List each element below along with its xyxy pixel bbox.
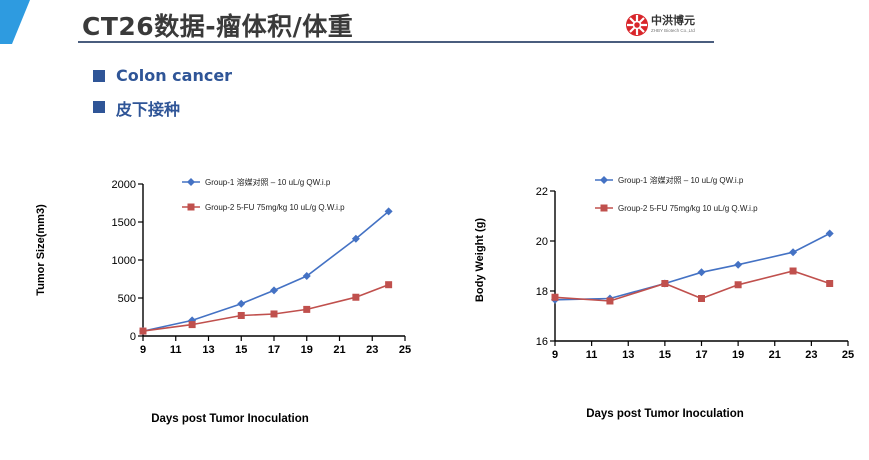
legend-label: Group-2 5-FU 75mg/kg 10 uL/g Q.W.i.p: [205, 203, 345, 212]
y-axis-label: Tumor Size(mm3): [35, 204, 47, 296]
data-point-square: [789, 267, 797, 275]
y-tick-label: 22: [536, 186, 548, 198]
data-point-diamond: [789, 248, 798, 257]
x-tick-label: 25: [842, 349, 854, 361]
y-tick-label: 0: [130, 331, 136, 343]
data-point-diamond: [302, 271, 311, 280]
series-line: [142, 283, 389, 332]
title-accent-bar: [0, 0, 30, 44]
data-point-square: [826, 280, 834, 287]
x-tick-label: 11: [586, 349, 598, 361]
bullet-item-colon-cancer: Colon cancer: [116, 66, 233, 85]
data-point-square: [237, 311, 245, 319]
data-point-diamond: [384, 207, 393, 216]
legend-label: Group-1 溶媒对照 – 10 uL/g QW.i.p: [205, 177, 331, 187]
tumor-size-chart: 0 500 1000 1500 2000 9 11 13 15 17 19 21 23 25 Days po…: [35, 177, 411, 425]
series-line: [554, 232, 831, 301]
x-tick-label: 13: [622, 349, 634, 361]
x-tick-label: 15: [235, 344, 247, 356]
x-tick-label: 21: [769, 349, 781, 361]
legend-label: Group-2 5-FU 75mg/kg 10 uL/g Q.W.i.p: [618, 204, 758, 213]
x-tick-label: 19: [732, 349, 744, 361]
data-point-square: [352, 293, 360, 301]
x-tick-label: 21: [333, 344, 345, 356]
y-tick-label: 500: [118, 293, 136, 305]
series-line: [142, 210, 390, 332]
x-tick-label: 23: [366, 344, 378, 356]
y-tick-label: 20: [536, 236, 548, 248]
data-point-diamond: [351, 234, 360, 243]
x-tick-label: 11: [170, 344, 182, 356]
legend-marker-diamond: [187, 178, 195, 186]
logo-subtitle: ZHBY Biotech Co.,Ltd: [651, 28, 695, 33]
data-point-square: [551, 293, 559, 301]
data-point-square: [139, 327, 147, 335]
logo-name: 中洪博元: [651, 14, 695, 27]
data-point-square: [734, 281, 742, 289]
x-axis-label: Days post Tumor Inoculation: [586, 408, 744, 420]
x-tick-label: 13: [202, 344, 214, 356]
legend-marker-square: [187, 203, 195, 211]
data-point-square: [270, 310, 278, 318]
y-tick-label: 18: [536, 286, 548, 298]
x-tick-label: 9: [552, 349, 558, 361]
x-tick-label: 15: [659, 349, 671, 361]
y-tick-label: 16: [536, 336, 548, 348]
data-point-diamond: [270, 286, 278, 295]
y-tick-label: 1000: [112, 255, 136, 267]
data-point-square: [661, 280, 669, 287]
legend-marker-square: [600, 204, 608, 212]
y-axis-label: Body Weight (g): [474, 218, 486, 302]
legend-label: Group-1 溶媒对照 – 10 uL/g QW.i.p: [618, 175, 744, 185]
page-title: CT26数据-瘤体积/体重: [82, 12, 354, 41]
x-tick-label: 17: [695, 349, 707, 361]
data-point-square: [188, 321, 196, 329]
data-point-square: [385, 281, 393, 289]
x-tick-label: 25: [399, 344, 411, 356]
data-point-square: [698, 295, 705, 302]
x-tick-label: 9: [140, 344, 146, 356]
title-underline: [78, 41, 714, 43]
data-point-diamond: [697, 268, 706, 277]
data-point-diamond: [237, 299, 246, 308]
data-point-square: [606, 297, 614, 305]
data-point-diamond: [734, 260, 743, 269]
data-point-square: [303, 305, 311, 313]
x-tick-label: 19: [301, 344, 313, 356]
x-tick-label: 17: [268, 344, 280, 356]
data-point-diamond: [825, 229, 834, 238]
legend-marker-diamond: [600, 176, 608, 184]
x-axis-label: Days post Tumor Inoculation: [151, 413, 309, 425]
bullet-marker: [93, 101, 105, 113]
body-weight-chart: 16 18 20 22 9 11 13 15 17 19 21 23 25 Days post Tumor…: [474, 175, 854, 420]
logo-mark-icon: [626, 14, 648, 36]
y-tick-label: 2000: [112, 179, 136, 191]
y-tick-label: 1500: [112, 217, 136, 229]
x-tick-label: 23: [805, 349, 817, 361]
bullet-marker: [93, 70, 105, 82]
bullet-item-subcutaneous: 皮下接种: [116, 100, 181, 119]
company-logo: 中洪博元 ZHBY Biotech Co.,Ltd: [625, 11, 735, 39]
